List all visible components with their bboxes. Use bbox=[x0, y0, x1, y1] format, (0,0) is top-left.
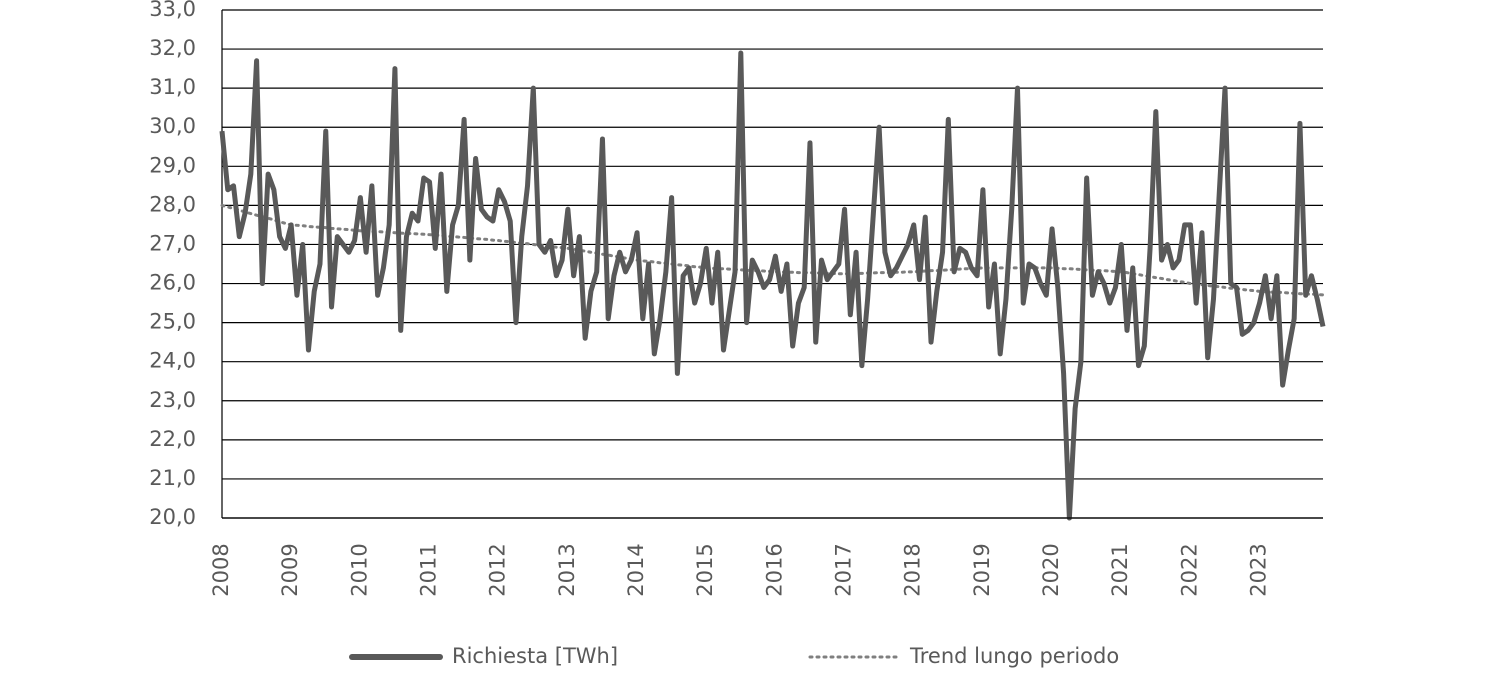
x-tick-label: 2023 bbox=[1247, 543, 1271, 596]
x-tick-label: 2018 bbox=[901, 543, 925, 596]
x-tick-label: 2019 bbox=[970, 543, 994, 596]
x-tick-label: 2015 bbox=[693, 543, 717, 596]
y-tick-label: 27,0 bbox=[149, 231, 196, 255]
x-tick-label: 2012 bbox=[486, 543, 510, 596]
y-tick-label: 31,0 bbox=[149, 75, 196, 99]
x-tick-label: 2022 bbox=[1177, 543, 1201, 596]
y-tick-label: 28,0 bbox=[149, 192, 196, 216]
x-tick-label: 2021 bbox=[1108, 543, 1132, 596]
x-tick-label: 2020 bbox=[1039, 543, 1063, 596]
x-tick-label: 2013 bbox=[555, 543, 579, 596]
y-tick-label: 33,0 bbox=[149, 0, 196, 21]
y-tick-label: 22,0 bbox=[149, 427, 196, 451]
y-tick-label: 29,0 bbox=[149, 153, 196, 177]
x-tick-label: 2017 bbox=[832, 543, 856, 596]
y-tick-label: 32,0 bbox=[149, 36, 196, 60]
data-line bbox=[219, 50, 1326, 521]
x-tick-label: 2011 bbox=[417, 543, 441, 596]
y-tick-label: 21,0 bbox=[149, 466, 196, 490]
y-tick-label: 26,0 bbox=[149, 271, 196, 295]
y-tick-label: 20,0 bbox=[149, 505, 196, 529]
legend-label: Richiesta [TWh] bbox=[452, 644, 618, 668]
x-tick-label: 2010 bbox=[347, 543, 371, 596]
x-tick-label: 2008 bbox=[209, 543, 233, 596]
x-tick-label: 2009 bbox=[278, 543, 302, 596]
legend-label: Trend lungo periodo bbox=[909, 644, 1119, 668]
y-tick-label: 30,0 bbox=[149, 114, 196, 138]
y-tick-label: 24,0 bbox=[149, 349, 196, 373]
y-tick-label: 23,0 bbox=[149, 388, 196, 412]
y-tick-label: 25,0 bbox=[149, 310, 196, 334]
x-tick-label: 2014 bbox=[624, 543, 648, 596]
x-tick-label: 2016 bbox=[762, 543, 786, 596]
